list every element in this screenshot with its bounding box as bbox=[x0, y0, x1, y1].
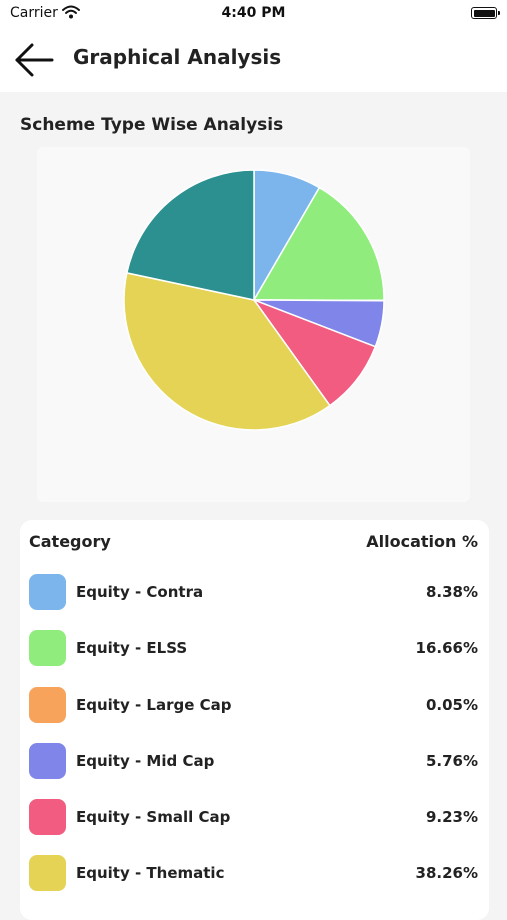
category-label: Equity - Mid Cap bbox=[76, 751, 215, 770]
list-item: Equity - ELSS 16.66% bbox=[20, 628, 489, 684]
color-swatch bbox=[29, 742, 66, 779]
list-item: Equity - Mid Cap 5.76% bbox=[20, 741, 489, 797]
legend-list: Equity - Contra 8.38% Equity - ELSS 16.6… bbox=[20, 572, 489, 910]
color-swatch bbox=[29, 574, 66, 610]
category-label: Equity - Thematic bbox=[76, 864, 225, 883]
color-swatch bbox=[29, 630, 66, 667]
category-label: Equity - Small Cap bbox=[76, 808, 231, 827]
allocation-value: 38.26% bbox=[415, 864, 478, 883]
arrow-left-icon[interactable] bbox=[12, 40, 56, 80]
category-label: Equity - ELSS bbox=[76, 639, 188, 658]
carrier-label: Carrier bbox=[10, 5, 58, 21]
pie-slice-other[interactable] bbox=[125, 169, 255, 301]
status-bar: Carrier 4:40 PM bbox=[0, 0, 507, 28]
pie-chart bbox=[123, 169, 385, 431]
allocation-value: 9.23% bbox=[425, 808, 478, 827]
category-label: Equity - Contra bbox=[76, 583, 204, 601]
clock-time: 4:40 PM bbox=[221, 5, 286, 21]
pie-slice-equity-elss[interactable] bbox=[252, 186, 385, 302]
page-title: Graphical Analysis bbox=[73, 45, 282, 69]
color-swatch bbox=[29, 799, 66, 836]
allocation-value: 0.05% bbox=[425, 695, 478, 714]
allocation-header: Allocation % bbox=[366, 532, 478, 551]
wifi-icon bbox=[62, 4, 80, 23]
legend-header: Category Allocation % bbox=[20, 520, 489, 564]
color-swatch bbox=[29, 686, 66, 723]
battery-icon bbox=[471, 7, 500, 19]
allocation-value: 16.66% bbox=[415, 639, 478, 658]
list-item: Equity - Small Cap 9.23% bbox=[20, 797, 489, 853]
allocation-value: 8.38% bbox=[425, 583, 478, 601]
list-item: Equity - Contra 8.38% bbox=[20, 572, 489, 628]
allocation-value: 5.76% bbox=[425, 751, 478, 770]
category-label: Equity - Large Cap bbox=[76, 695, 232, 714]
section-title: Scheme Type Wise Analysis bbox=[20, 115, 284, 135]
pie-chart-card bbox=[37, 147, 470, 502]
list-item: Equity - Thematic 38.26% bbox=[20, 853, 489, 909]
back-button[interactable] bbox=[12, 40, 56, 80]
list-item: Equity - Large Cap 0.05% bbox=[20, 685, 489, 741]
category-header: Category bbox=[29, 532, 111, 551]
allocation-legend: Category Allocation % Equity - Contra 8.… bbox=[20, 520, 489, 920]
pie-slice-equity-thematic[interactable] bbox=[123, 272, 331, 431]
navigation-bar: Graphical Analysis bbox=[0, 28, 507, 92]
color-swatch bbox=[29, 855, 66, 892]
